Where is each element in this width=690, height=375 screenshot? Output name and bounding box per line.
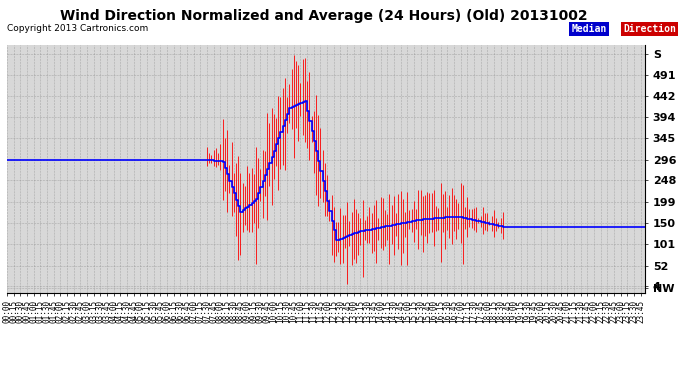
Text: Wind Direction Normalized and Average (24 Hours) (Old) 20131002: Wind Direction Normalized and Average (2… <box>61 9 588 23</box>
Text: Direction: Direction <box>623 24 676 34</box>
Text: Median: Median <box>571 24 607 34</box>
Text: Copyright 2013 Cartronics.com: Copyright 2013 Cartronics.com <box>7 24 148 33</box>
